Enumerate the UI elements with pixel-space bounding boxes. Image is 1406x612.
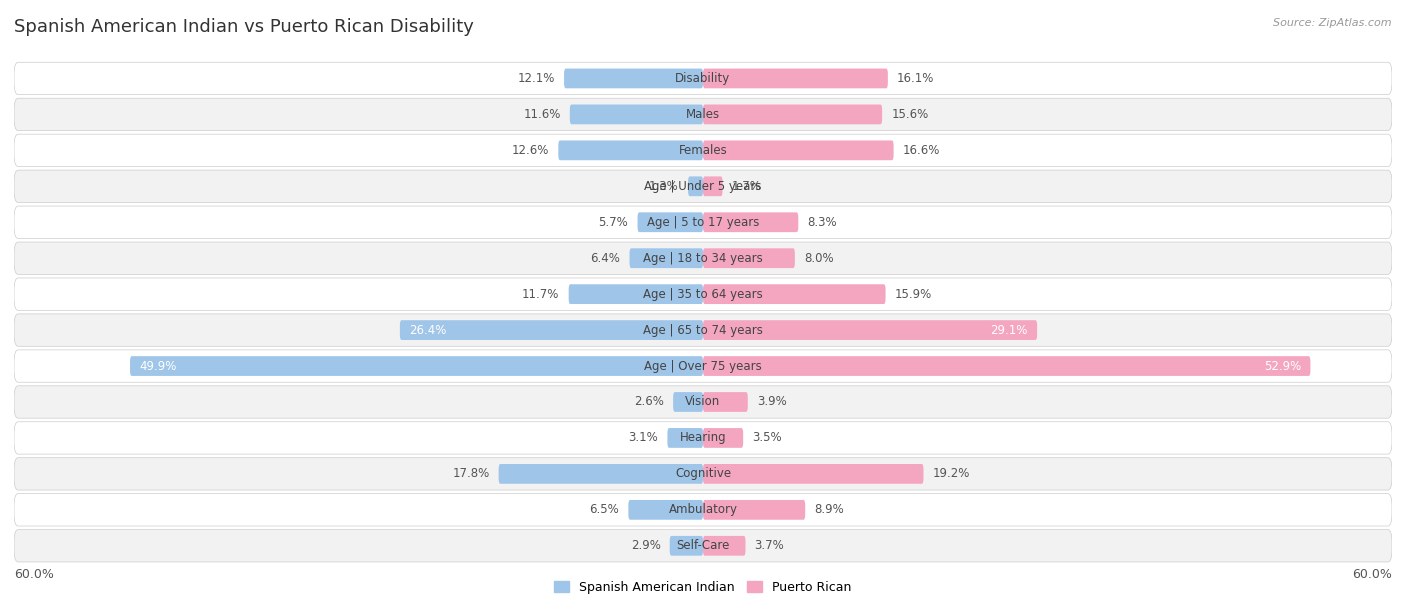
Text: 8.3%: 8.3% <box>807 216 837 229</box>
FancyBboxPatch shape <box>703 464 924 483</box>
Text: Hearing: Hearing <box>679 431 727 444</box>
FancyBboxPatch shape <box>558 141 703 160</box>
FancyBboxPatch shape <box>14 278 1392 310</box>
FancyBboxPatch shape <box>703 212 799 232</box>
Text: 15.9%: 15.9% <box>894 288 932 300</box>
Text: 2.9%: 2.9% <box>631 539 661 552</box>
Text: Vision: Vision <box>685 395 721 408</box>
FancyBboxPatch shape <box>568 284 703 304</box>
FancyBboxPatch shape <box>703 105 882 124</box>
FancyBboxPatch shape <box>564 69 703 88</box>
Text: 8.0%: 8.0% <box>804 252 834 265</box>
Text: 3.5%: 3.5% <box>752 431 782 444</box>
Text: 12.6%: 12.6% <box>512 144 550 157</box>
FancyBboxPatch shape <box>14 422 1392 454</box>
Text: 26.4%: 26.4% <box>409 324 447 337</box>
Text: Males: Males <box>686 108 720 121</box>
FancyBboxPatch shape <box>669 536 703 556</box>
FancyBboxPatch shape <box>703 284 886 304</box>
Text: 8.9%: 8.9% <box>814 503 844 517</box>
FancyBboxPatch shape <box>668 428 703 448</box>
FancyBboxPatch shape <box>703 248 794 268</box>
FancyBboxPatch shape <box>703 428 744 448</box>
Text: Ambulatory: Ambulatory <box>668 503 738 517</box>
Text: Females: Females <box>679 144 727 157</box>
Text: 16.6%: 16.6% <box>903 144 941 157</box>
Text: 11.7%: 11.7% <box>522 288 560 300</box>
Text: Cognitive: Cognitive <box>675 468 731 480</box>
FancyBboxPatch shape <box>628 500 703 520</box>
Text: 29.1%: 29.1% <box>991 324 1028 337</box>
FancyBboxPatch shape <box>703 392 748 412</box>
Text: Source: ZipAtlas.com: Source: ZipAtlas.com <box>1274 18 1392 28</box>
Text: 6.4%: 6.4% <box>591 252 620 265</box>
FancyBboxPatch shape <box>630 248 703 268</box>
FancyBboxPatch shape <box>703 69 887 88</box>
FancyBboxPatch shape <box>14 134 1392 166</box>
Text: 1.3%: 1.3% <box>650 180 679 193</box>
Text: 52.9%: 52.9% <box>1264 359 1301 373</box>
Text: 3.1%: 3.1% <box>628 431 658 444</box>
FancyBboxPatch shape <box>703 141 894 160</box>
FancyBboxPatch shape <box>703 320 1038 340</box>
FancyBboxPatch shape <box>14 242 1392 274</box>
FancyBboxPatch shape <box>14 386 1392 418</box>
Text: 60.0%: 60.0% <box>1353 568 1392 581</box>
Text: 1.7%: 1.7% <box>731 180 762 193</box>
Text: 3.9%: 3.9% <box>756 395 787 408</box>
FancyBboxPatch shape <box>14 206 1392 239</box>
FancyBboxPatch shape <box>703 500 806 520</box>
FancyBboxPatch shape <box>14 458 1392 490</box>
FancyBboxPatch shape <box>688 176 703 196</box>
Text: Self-Care: Self-Care <box>676 539 730 552</box>
Text: 17.8%: 17.8% <box>453 468 489 480</box>
Text: 2.6%: 2.6% <box>634 395 664 408</box>
FancyBboxPatch shape <box>399 320 703 340</box>
Text: 3.7%: 3.7% <box>755 539 785 552</box>
Text: 19.2%: 19.2% <box>932 468 970 480</box>
FancyBboxPatch shape <box>499 464 703 483</box>
Legend: Spanish American Indian, Puerto Rican: Spanish American Indian, Puerto Rican <box>554 581 852 594</box>
Text: Spanish American Indian vs Puerto Rican Disability: Spanish American Indian vs Puerto Rican … <box>14 18 474 36</box>
Text: 6.5%: 6.5% <box>589 503 619 517</box>
Text: 11.6%: 11.6% <box>523 108 561 121</box>
Text: Age | Over 75 years: Age | Over 75 years <box>644 359 762 373</box>
FancyBboxPatch shape <box>14 529 1392 562</box>
FancyBboxPatch shape <box>703 176 723 196</box>
Text: 5.7%: 5.7% <box>599 216 628 229</box>
FancyBboxPatch shape <box>14 170 1392 203</box>
FancyBboxPatch shape <box>14 98 1392 130</box>
FancyBboxPatch shape <box>14 62 1392 95</box>
Text: Age | 18 to 34 years: Age | 18 to 34 years <box>643 252 763 265</box>
FancyBboxPatch shape <box>129 356 703 376</box>
FancyBboxPatch shape <box>14 494 1392 526</box>
Text: 12.1%: 12.1% <box>517 72 555 85</box>
FancyBboxPatch shape <box>14 350 1392 382</box>
Text: 49.9%: 49.9% <box>139 359 177 373</box>
Text: 60.0%: 60.0% <box>14 568 53 581</box>
FancyBboxPatch shape <box>569 105 703 124</box>
Text: Age | 35 to 64 years: Age | 35 to 64 years <box>643 288 763 300</box>
FancyBboxPatch shape <box>14 314 1392 346</box>
FancyBboxPatch shape <box>637 212 703 232</box>
Text: 15.6%: 15.6% <box>891 108 928 121</box>
Text: Age | 5 to 17 years: Age | 5 to 17 years <box>647 216 759 229</box>
Text: Age | Under 5 years: Age | Under 5 years <box>644 180 762 193</box>
Text: 16.1%: 16.1% <box>897 72 935 85</box>
Text: Age | 65 to 74 years: Age | 65 to 74 years <box>643 324 763 337</box>
FancyBboxPatch shape <box>703 536 745 556</box>
FancyBboxPatch shape <box>673 392 703 412</box>
FancyBboxPatch shape <box>703 356 1310 376</box>
Text: Disability: Disability <box>675 72 731 85</box>
